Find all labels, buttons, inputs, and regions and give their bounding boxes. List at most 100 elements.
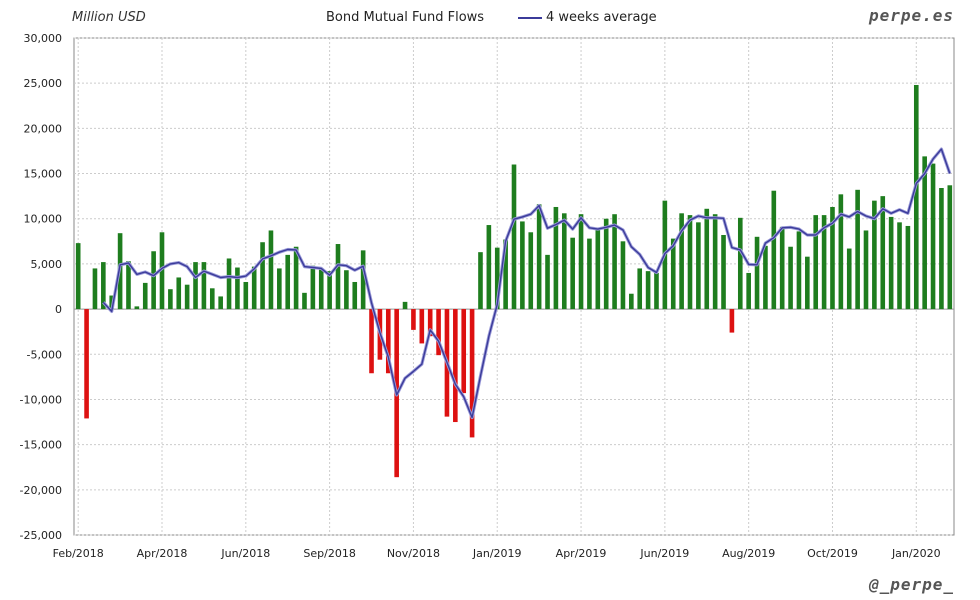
- chart-title: Bond Mutual Fund Flows: [326, 10, 485, 25]
- flow-bar: [545, 254, 550, 310]
- x-axis: Feb/2018 Apr/2018 Jun/2018 Sep/2018 Nov/2018…: [53, 547, 941, 560]
- flow-bar: [629, 293, 634, 310]
- flow-bar: [193, 262, 198, 310]
- flow-bar: [679, 213, 684, 310]
- flow-bar: [226, 258, 232, 310]
- flow-bar: [436, 309, 441, 356]
- y-tick-label: 0: [55, 303, 62, 316]
- flow-bar: [302, 292, 307, 310]
- y-tick-label: 5,000: [31, 258, 63, 271]
- flow-bar: [595, 227, 601, 310]
- flow-bar: [620, 241, 626, 310]
- average-line: [102, 148, 951, 419]
- flow-bar: [729, 309, 735, 333]
- unit-label: Million USD: [72, 10, 146, 25]
- y-tick-label: -5,000: [27, 348, 62, 361]
- flow-bar: [846, 248, 852, 310]
- flow-bar: [268, 230, 274, 310]
- x-tick-label: Jan/2019: [472, 547, 522, 560]
- flow-bar: [503, 239, 508, 310]
- flow-bar: [335, 244, 341, 310]
- flow-bar: [939, 188, 944, 310]
- flow-bar: [880, 196, 886, 310]
- y-axis: 30,000 25,000 20,000 15,000 10,000 5,000 0 -5,0…: [20, 32, 62, 542]
- flow-bar: [788, 246, 793, 310]
- flow-bar: [75, 243, 81, 310]
- x-tick-label: Feb/2018: [53, 547, 104, 560]
- flow-bar: [872, 200, 877, 310]
- flow-bar: [520, 221, 525, 310]
- flow-bar: [84, 309, 89, 419]
- flow-bar: [779, 226, 785, 310]
- flow-bar: [578, 214, 584, 310]
- flow-bar: [587, 238, 592, 310]
- flow-bar: [930, 163, 936, 310]
- legend-average-label: 4 weeks average: [546, 10, 657, 25]
- flow-bar: [570, 237, 575, 310]
- flow-bar: [168, 289, 173, 310]
- x-tick-label: Jan/2020: [891, 547, 941, 560]
- flow-bar: [863, 230, 869, 310]
- flow-bar: [101, 262, 106, 310]
- flow-bar: [637, 268, 643, 310]
- x-tick-label: Aug/2019: [722, 547, 775, 560]
- flow-bar: [318, 268, 324, 310]
- flow-bar: [654, 272, 659, 310]
- flow-bar: [746, 272, 751, 310]
- flow-bar: [947, 185, 953, 310]
- x-tick-label: Sep/2018: [303, 547, 355, 560]
- flow-bar: [796, 231, 802, 310]
- flow-bar: [687, 215, 693, 310]
- flow-bar: [763, 245, 768, 310]
- flow-bar: [922, 156, 927, 310]
- flow-bar: [494, 247, 500, 310]
- flow-bar: [453, 309, 458, 423]
- flow-bar: [92, 268, 98, 310]
- flow-bar: [704, 208, 710, 310]
- flow-bar: [419, 309, 425, 344]
- flow-bar: [277, 268, 282, 310]
- flow-bar: [737, 217, 743, 310]
- flow-bar: [176, 277, 182, 310]
- y-tick-label: -20,000: [20, 484, 62, 497]
- x-tick-label: Oct/2019: [807, 547, 858, 560]
- flow-bar: [838, 194, 844, 310]
- flow-bar: [528, 232, 534, 310]
- flow-bar: [754, 236, 760, 310]
- x-tick-label: Jun/2018: [220, 547, 270, 560]
- average-line-series: [102, 147, 952, 420]
- flow-bar: [478, 252, 483, 310]
- flow-bar: [905, 225, 911, 310]
- flow-bar: [721, 234, 726, 310]
- flow-bar: [235, 267, 240, 310]
- flow-bar: [411, 309, 416, 330]
- brand-watermark: perpe.es: [868, 6, 954, 25]
- flow-bar: [536, 204, 542, 310]
- flow-bar: [293, 246, 299, 310]
- flow-bar: [913, 84, 919, 310]
- flow-bar: [260, 242, 265, 310]
- flow-bar: [897, 222, 902, 310]
- flow-bar: [209, 288, 215, 310]
- flow-bar: [888, 216, 894, 310]
- y-tick-label: -10,000: [20, 393, 62, 406]
- x-tick-label: Apr/2018: [137, 547, 188, 560]
- flow-bar: [511, 164, 517, 310]
- flow-bar: [830, 206, 835, 310]
- x-tick-label: Jun/2019: [639, 547, 689, 560]
- flow-bar: [201, 262, 207, 310]
- y-tick-label: 15,000: [24, 168, 63, 181]
- flow-bar: [134, 306, 140, 310]
- flow-bar: [603, 218, 609, 310]
- flow-bar: [805, 256, 810, 310]
- legend: 4 weeks average: [518, 10, 657, 25]
- flow-bar: [402, 301, 408, 310]
- flow-bar: [645, 271, 651, 310]
- flow-bar: [771, 190, 777, 310]
- flow-bar: [184, 284, 190, 310]
- y-tick-label: 10,000: [24, 213, 63, 226]
- flow-bar: [469, 309, 475, 438]
- flow-bar: [327, 271, 332, 310]
- flow-bar: [159, 232, 165, 310]
- bar-series: [75, 84, 953, 478]
